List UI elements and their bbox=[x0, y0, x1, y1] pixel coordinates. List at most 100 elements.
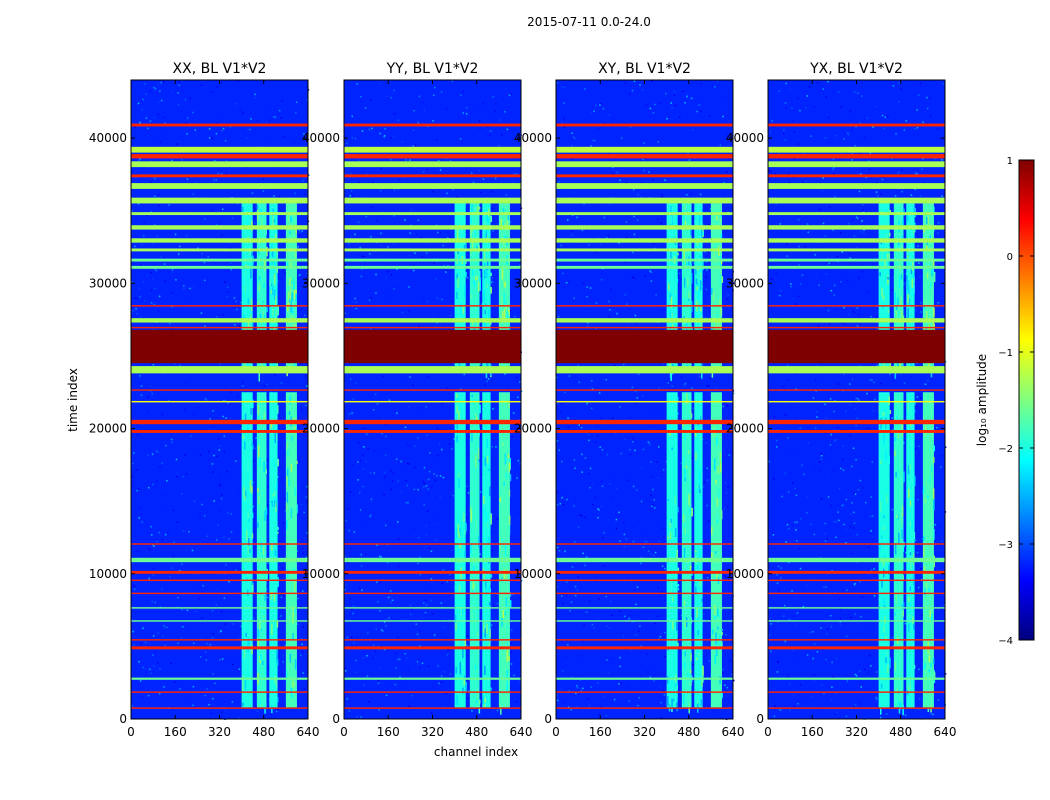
noise-dot bbox=[789, 89, 791, 91]
noise-dot bbox=[432, 120, 434, 122]
noise-dot bbox=[625, 537, 627, 540]
noise-dot bbox=[353, 531, 355, 533]
noise-dot bbox=[570, 601, 573, 604]
noise-dot bbox=[633, 277, 635, 279]
noise-dot bbox=[254, 222, 256, 224]
noise-dot bbox=[720, 111, 723, 114]
noise-dot bbox=[252, 673, 255, 676]
rfi-streak bbox=[455, 619, 457, 631]
noise-dot bbox=[726, 133, 728, 136]
noise-dot bbox=[659, 416, 661, 418]
noise-dot bbox=[431, 613, 434, 615]
noise-dot bbox=[164, 533, 167, 536]
noise-dot bbox=[589, 287, 592, 289]
noise-dot bbox=[783, 386, 785, 388]
noise-dot bbox=[349, 598, 352, 601]
noise-dot bbox=[237, 203, 239, 205]
time-band bbox=[344, 557, 521, 563]
rfi-streak bbox=[456, 288, 459, 295]
noise-dot bbox=[582, 552, 584, 555]
noise-dot bbox=[440, 418, 443, 420]
noise-dot bbox=[215, 132, 218, 135]
noise-dot bbox=[491, 277, 494, 279]
noise-dot bbox=[153, 665, 155, 667]
noise-dot bbox=[571, 566, 574, 568]
noise-dot bbox=[185, 473, 188, 475]
rfi-streak bbox=[458, 532, 460, 539]
noise-dot bbox=[151, 600, 153, 603]
noise-dot bbox=[665, 284, 667, 287]
noise-dot bbox=[147, 548, 150, 550]
noise-dot bbox=[492, 230, 494, 232]
noise-dot bbox=[600, 505, 603, 508]
y-tick-label: 40000 bbox=[89, 131, 127, 145]
noise-dot bbox=[300, 654, 302, 657]
noise-dot bbox=[580, 207, 582, 209]
noise-dot bbox=[590, 112, 592, 114]
noise-dot bbox=[795, 418, 797, 421]
noise-dot bbox=[733, 679, 735, 682]
panel-title: XY, BL V1*V2 bbox=[598, 61, 691, 77]
noise-dot bbox=[466, 644, 468, 647]
noise-dot bbox=[849, 434, 851, 437]
noise-dot bbox=[405, 159, 407, 161]
noise-dot bbox=[702, 315, 704, 317]
rfi-streak bbox=[485, 368, 488, 379]
noise-dot bbox=[145, 117, 148, 119]
noise-dot bbox=[650, 553, 652, 555]
noise-dot bbox=[914, 539, 917, 542]
noise-dot bbox=[424, 611, 427, 614]
rfi-streak bbox=[463, 316, 466, 320]
rfi-streak bbox=[243, 649, 246, 659]
noise-dot bbox=[794, 521, 796, 524]
noise-dot bbox=[376, 581, 378, 583]
noise-dot bbox=[486, 380, 488, 382]
noise-dot bbox=[133, 452, 135, 454]
noise-dot bbox=[861, 595, 864, 598]
noise-dot bbox=[298, 234, 301, 237]
noise-dot bbox=[824, 235, 826, 238]
noise-dot bbox=[859, 479, 862, 482]
noise-dot bbox=[211, 637, 214, 639]
rfi-streak bbox=[251, 486, 253, 494]
noise-dot bbox=[821, 497, 823, 500]
noise-dot bbox=[139, 375, 141, 377]
rfi-streak bbox=[262, 547, 265, 555]
noise-dot bbox=[219, 484, 222, 486]
noise-dot bbox=[152, 544, 154, 546]
time-band bbox=[131, 400, 308, 403]
noise-dot bbox=[240, 625, 243, 627]
noise-dot bbox=[857, 428, 859, 430]
noise-dot bbox=[478, 170, 480, 172]
rfi-streak bbox=[266, 307, 268, 313]
noise-dot bbox=[707, 292, 709, 295]
rfi-streak bbox=[275, 295, 277, 307]
time-band bbox=[131, 429, 308, 433]
noise-dot bbox=[854, 583, 856, 585]
noise-dot bbox=[578, 424, 580, 426]
noise-dot bbox=[816, 82, 819, 84]
noise-dot bbox=[654, 551, 657, 554]
noise-dot bbox=[506, 116, 509, 118]
rfi-streak bbox=[887, 665, 889, 674]
rfi-streak bbox=[508, 656, 510, 661]
noise-dot bbox=[690, 97, 693, 100]
noise-dot bbox=[653, 680, 655, 682]
noise-dot bbox=[512, 412, 515, 414]
noise-dot bbox=[445, 108, 448, 110]
rfi-streak bbox=[719, 451, 722, 462]
noise-dot bbox=[881, 114, 884, 117]
noise-dot bbox=[562, 602, 564, 605]
noise-dot bbox=[565, 282, 568, 284]
noise-dot bbox=[220, 173, 223, 175]
rfi-streak bbox=[911, 448, 914, 452]
rfi-streak bbox=[270, 290, 273, 294]
noise-dot bbox=[207, 255, 209, 258]
rfi-streak bbox=[913, 664, 916, 669]
noise-dot bbox=[629, 649, 632, 651]
noise-dot bbox=[346, 508, 349, 510]
rfi-streak bbox=[698, 532, 700, 537]
noise-dot bbox=[702, 486, 705, 488]
noise-dot bbox=[365, 588, 368, 590]
rfi-streak bbox=[900, 266, 903, 279]
